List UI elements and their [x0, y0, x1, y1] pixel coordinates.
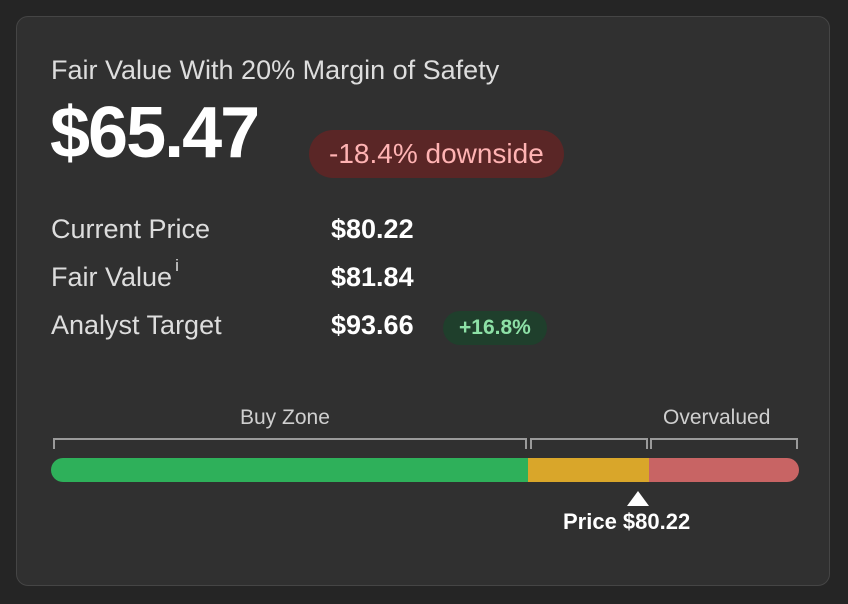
fair-value-label-text: Fair Value [51, 262, 173, 292]
fair-value-value: $81.84 [331, 262, 414, 292]
fair-value-label: Fair Value i [51, 256, 179, 293]
valuation-bar [51, 458, 799, 482]
analyst-upside-badge: +16.8% [443, 311, 547, 345]
card-heading: Fair Value With 20% Margin of Safety [51, 55, 500, 85]
analyst-target-value: $93.66 [331, 310, 414, 340]
price-marker-icon [627, 491, 649, 506]
buy-zone-label: Buy Zone [240, 406, 330, 429]
current-price-label: Current Price [51, 214, 211, 244]
fair-zone-bracket [530, 438, 648, 449]
current-price-value: $80.22 [331, 214, 414, 244]
info-icon[interactable]: i [175, 256, 179, 275]
price-marker-label: Price $80.22 [563, 509, 691, 534]
overvalued-zone-segment [648, 458, 799, 482]
overvalued-label: Overvalued [663, 406, 771, 429]
buy-zone-bracket [53, 438, 527, 449]
buy-zone-segment [51, 458, 529, 482]
analyst-target-label: Analyst Target [51, 310, 222, 340]
downside-badge: -18.4% downside [309, 130, 564, 178]
fair-value-card: Fair Value With 20% Margin of Safety $65… [16, 16, 830, 586]
fair-value-with-margin: $65.47 [50, 93, 260, 173]
fair-zone-segment [528, 458, 649, 482]
overvalued-bracket [650, 438, 798, 449]
